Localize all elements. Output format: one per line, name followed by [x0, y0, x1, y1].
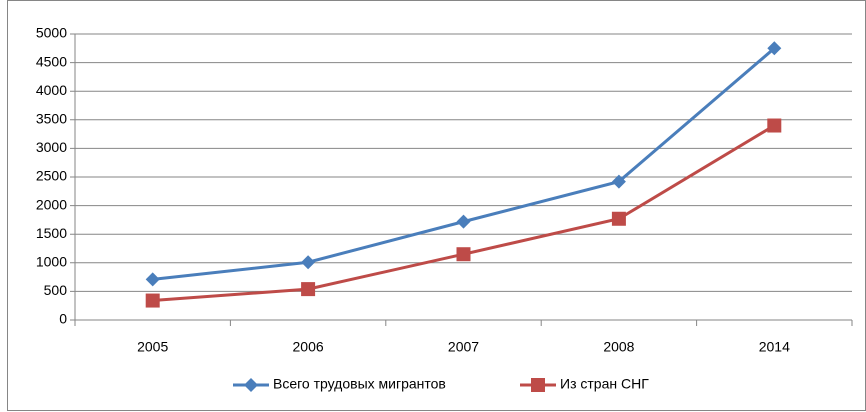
data-point [456, 214, 471, 229]
y-tick-label: 5000 [36, 25, 67, 41]
x-tick-label: 2014 [759, 339, 790, 355]
legend-marker [244, 378, 258, 392]
y-tick-label: 4500 [36, 53, 67, 69]
data-point [145, 272, 160, 287]
data-point [301, 255, 316, 270]
legend-marker [531, 378, 545, 392]
y-tick-label: 0 [59, 311, 67, 327]
x-tick-label: 2005 [137, 339, 168, 355]
data-point [767, 41, 782, 56]
y-tick-label: 4000 [36, 82, 67, 98]
x-tick-label: 2008 [603, 339, 634, 355]
y-tick-label: 2500 [36, 168, 67, 184]
data-point [145, 293, 160, 308]
data-point [301, 282, 316, 297]
data-point [767, 118, 782, 133]
x-tick-label: 2007 [448, 339, 479, 355]
data-point [456, 247, 471, 262]
y-tick-label: 1500 [36, 225, 67, 241]
legend-label: Всего трудовых мигрантов [273, 376, 446, 392]
y-tick-label: 3000 [36, 139, 67, 155]
y-tick-label: 500 [44, 282, 68, 298]
data-point [611, 174, 626, 189]
y-tick-label: 3500 [36, 111, 67, 127]
legend-label: Из стран СНГ [560, 376, 649, 392]
x-tick-label: 2006 [293, 339, 324, 355]
data-point [611, 211, 626, 226]
y-tick-label: 1000 [36, 254, 67, 270]
y-tick-label: 2000 [36, 196, 67, 212]
